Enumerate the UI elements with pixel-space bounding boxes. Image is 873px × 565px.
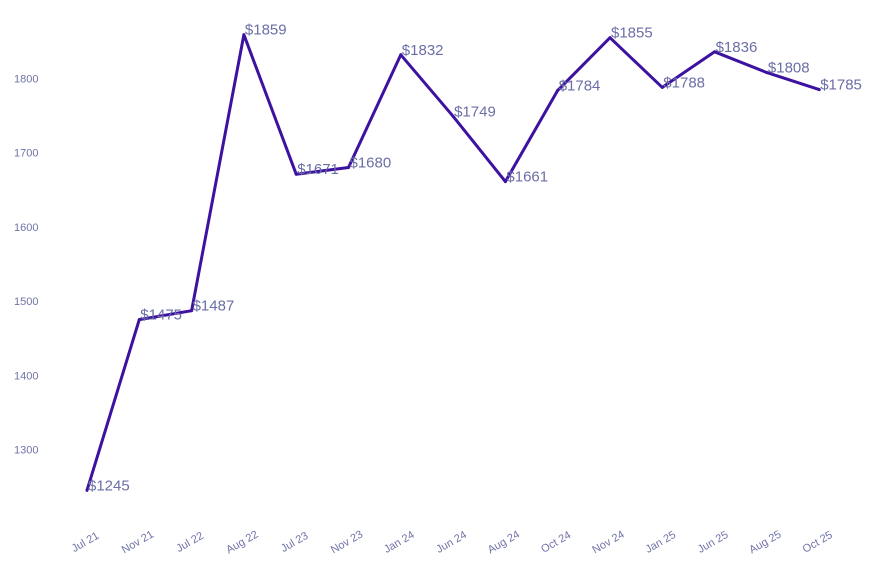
x-tick-label: Nov 24 [590, 528, 626, 556]
x-tick-label: Nov 21 [120, 528, 156, 556]
data-label: $1245 [88, 477, 130, 494]
y-axis-ticks: 1300 1400 1500 1600 1700 1800 [14, 74, 38, 457]
x-tick-label: Jun 24 [434, 529, 469, 556]
x-axis-ticks: Jul 21 Nov 21 Jul 22 Aug 22 Jul 23 Nov 23 Jan … [70, 528, 835, 556]
data-label: $1832 [402, 42, 444, 59]
data-label: $1859 [245, 22, 287, 39]
series-line [85, 33, 821, 492]
data-label: $1784 [559, 77, 601, 94]
data-label: $1749 [454, 103, 496, 120]
data-label: $1855 [611, 25, 653, 42]
x-tick-label: Oct 24 [539, 529, 573, 556]
data-point [660, 85, 664, 89]
data-point [556, 88, 560, 92]
data-point [137, 318, 141, 322]
y-tick-label: 1400 [14, 370, 38, 382]
x-tick-label: Nov 23 [329, 528, 365, 556]
data-label: $1680 [350, 155, 392, 172]
data-label: $1671 [297, 161, 339, 178]
data-label: $1808 [768, 60, 810, 77]
data-point [347, 166, 350, 170]
x-tick-label: Aug 24 [486, 528, 522, 556]
x-tick-label: Jul 22 [174, 530, 205, 555]
data-labels: $1245 $1475 $1487 $1859 $1671 $1680 $1832 $1749… [85, 22, 862, 494]
x-tick-label: Aug 22 [224, 528, 260, 556]
data-point [190, 309, 194, 313]
data-point [503, 180, 507, 184]
x-tick-label: Jul 23 [279, 530, 310, 555]
data-label: $1836 [716, 39, 758, 56]
y-tick-label: 1500 [14, 296, 38, 308]
x-tick-label: Oct 25 [801, 529, 835, 556]
y-tick-label: 1300 [14, 445, 38, 457]
data-label: $1661 [506, 169, 548, 186]
data-point [294, 172, 298, 176]
data-label: $1487 [193, 298, 235, 315]
x-tick-label: Jan 24 [382, 529, 417, 556]
x-tick-label: Jul 21 [70, 530, 101, 555]
data-point [85, 488, 89, 492]
data-point [242, 33, 246, 37]
data-point [713, 50, 717, 54]
data-label: $1788 [663, 74, 705, 91]
data-point [765, 71, 769, 75]
x-tick-label: Aug 25 [747, 528, 783, 556]
y-tick-label: 1600 [14, 222, 38, 234]
data-label: $1475 [140, 307, 182, 324]
data-point [608, 36, 612, 40]
data-label: $1785 [820, 77, 862, 94]
y-tick-label: 1700 [14, 148, 38, 160]
data-point [817, 88, 821, 92]
data-point [451, 114, 455, 118]
data-point [399, 53, 403, 57]
x-tick-label: Jan 25 [643, 529, 678, 556]
y-tick-label: 1800 [14, 74, 38, 86]
x-tick-label: Jun 25 [696, 529, 731, 556]
